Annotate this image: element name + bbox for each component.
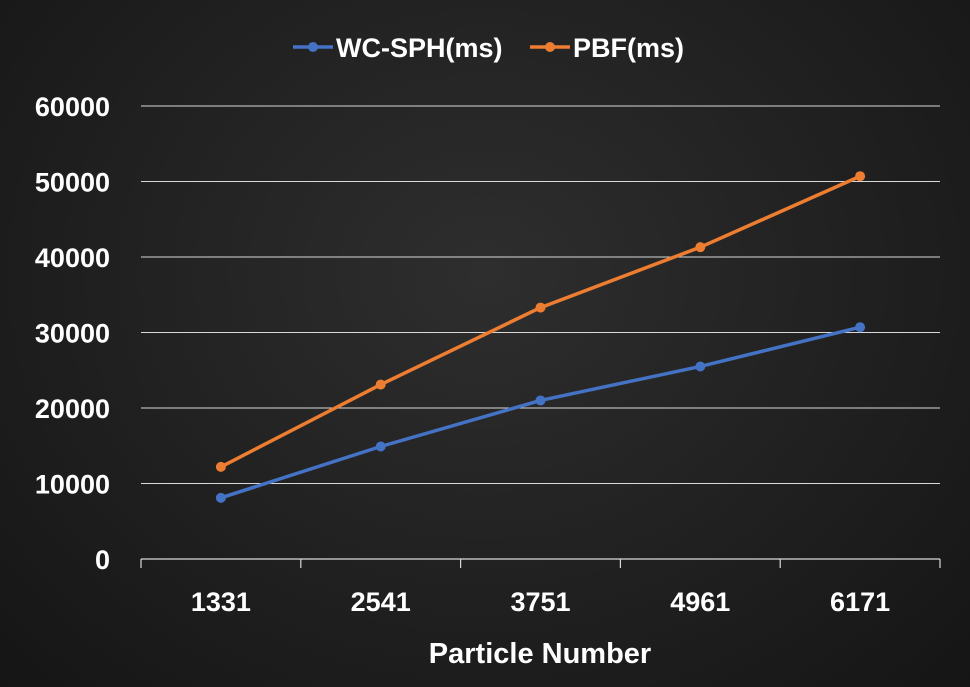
x-axis-title: Particle Number (429, 638, 651, 670)
data-point (695, 242, 706, 253)
x-tick-label: 2541 (351, 587, 411, 617)
data-point (695, 361, 706, 372)
data-point (215, 461, 226, 472)
y-axis-tick-labels: 0 10000 20000 30000 40000 50000 60000 (35, 92, 110, 575)
legend-swatch-marker (545, 42, 555, 52)
gridlines (141, 105, 940, 484)
legend: WC-SPH(ms) PBF(ms) (293, 33, 684, 63)
data-point (215, 492, 226, 503)
x-axis (140, 558, 941, 568)
x-tick-label: 6171 (830, 587, 890, 617)
y-tick-label: 10000 (35, 470, 110, 500)
data-point (375, 379, 386, 390)
x-tick-label: 3751 (510, 587, 570, 617)
legend-label: PBF(ms) (573, 33, 684, 63)
legend-label: WC-SPH(ms) (336, 33, 503, 63)
legend-swatch-marker (308, 42, 318, 52)
y-tick-label: 40000 (35, 243, 110, 273)
data-point (855, 171, 866, 182)
y-tick-label: 60000 (35, 92, 110, 122)
x-tick-label: 1331 (191, 587, 251, 617)
y-tick-label: 20000 (35, 394, 110, 424)
y-tick-label: 0 (95, 545, 110, 575)
series-lines (215, 171, 866, 503)
data-point (535, 302, 546, 313)
data-point (535, 395, 546, 406)
series-line (220, 325, 861, 500)
x-tick-label: 4961 (670, 587, 730, 617)
data-point (375, 441, 386, 452)
y-tick-label: 30000 (35, 319, 110, 349)
data-point (855, 322, 866, 333)
x-axis-tick-labels: 1331 2541 3751 4961 6171 (191, 587, 890, 617)
series-line (220, 174, 861, 469)
y-tick-label: 50000 (35, 168, 110, 198)
